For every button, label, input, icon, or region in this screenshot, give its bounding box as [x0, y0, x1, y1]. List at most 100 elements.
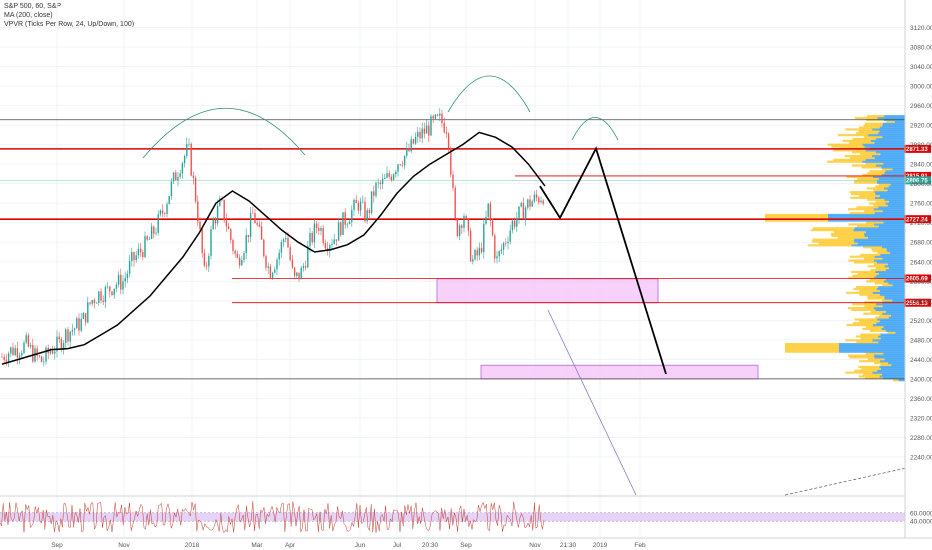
- candle-body: [274, 269, 276, 273]
- candle-body: [351, 210, 353, 222]
- vpvr-bar-down: [863, 373, 882, 376]
- candle-body: [509, 230, 511, 242]
- vpvr-bar-up: [875, 192, 905, 196]
- vpvr-bar-down: [847, 306, 874, 310]
- vpvr-bar-down: [875, 200, 889, 203]
- vpvr-bar-up: [894, 120, 905, 123]
- candle-body: [51, 350, 54, 354]
- dashed-trend-line: [784, 467, 907, 496]
- price-tick-label: 3040.00: [910, 64, 932, 71]
- candle-body: [478, 247, 481, 256]
- vpvr-bar-down: [859, 289, 880, 293]
- vpvr-bar-up: [876, 179, 905, 182]
- vpvr-bar-down: [881, 299, 893, 302]
- candle-body: [428, 125, 430, 136]
- symbol-title[interactable]: S&P 500, 60, S&P: [4, 3, 62, 10]
- vpvr-bar-up: [874, 196, 905, 199]
- time-axis[interactable]: Sep Nov 2018 Mar Apr Jun Jul 20:30 Sep Nov 21:30 20…: [0, 537, 932, 549]
- candle-body: [353, 199, 355, 211]
- vpvr-bar-down: [857, 177, 879, 180]
- time-tick-label: 2019: [593, 542, 608, 549]
- candlesticks: [1, 108, 544, 368]
- vpvr-bar-up: [898, 379, 905, 382]
- candle-body: [278, 252, 280, 260]
- vpvr-bar-down: [854, 181, 878, 184]
- candle-body: [234, 250, 236, 254]
- vpvr-bar-down: [879, 314, 891, 317]
- candle-body: [447, 133, 450, 149]
- vpvr-bar-down: [831, 234, 865, 237]
- vpvr-bar-down: [871, 248, 887, 251]
- candle-body: [10, 347, 12, 354]
- candle-body: [43, 361, 45, 363]
- rsi-level-label: 40.0000: [910, 519, 932, 526]
- candle-body: [377, 182, 379, 184]
- vpvr-bar-up: [878, 206, 905, 209]
- vpvr-bar-up: [853, 240, 905, 243]
- price-tick-label: 2920.00: [910, 123, 932, 130]
- candle-body: [135, 255, 137, 261]
- vpvr-indicator-label[interactable]: VPVR (Ticks Per Row, 24, Up/Down, 100): [4, 21, 135, 28]
- vpvr-bar-down: [851, 308, 876, 312]
- candle-body: [300, 267, 302, 280]
- vpvr-bar-down: [867, 172, 885, 175]
- price-tick-label: 2240.00: [910, 454, 932, 461]
- candle-body: [399, 164, 401, 166]
- vpvr-bar-up: [876, 322, 905, 325]
- vpvr-bar-up: [873, 354, 905, 357]
- candle-body: [128, 261, 131, 274]
- candle-body: [335, 239, 338, 241]
- candle-body: [54, 351, 56, 354]
- vpvr-bar-down: [864, 377, 883, 380]
- candle-body: [483, 223, 485, 253]
- candle-body: [168, 196, 170, 205]
- candle-body: [454, 187, 456, 219]
- vpvr-bar-up: [884, 172, 905, 175]
- vpvr-bar-down: [854, 261, 877, 264]
- vpvr-bar-up: [878, 286, 905, 289]
- candle-body: [115, 284, 118, 289]
- candle-body: [58, 336, 60, 340]
- vpvr-bar-down: [831, 145, 865, 148]
- vpvr-bar-down: [811, 240, 854, 243]
- vpvr-bar-down: [848, 259, 874, 262]
- candle-body: [29, 345, 32, 347]
- candle-body: [434, 114, 437, 119]
- candle-body: [120, 274, 122, 290]
- vpvr-bar-up: [888, 185, 905, 188]
- price-tick-label: 2960.00: [910, 103, 932, 110]
- candle-body: [315, 223, 318, 228]
- price-tick-label: 3120.00: [910, 25, 932, 32]
- candle-body: [496, 256, 498, 259]
- vpvr-bar-down: [874, 282, 889, 285]
- vpvr-bar-down: [838, 134, 869, 137]
- ma-indicator-label[interactable]: MA (200, close): [4, 12, 53, 19]
- vpvr-bar-down: [869, 278, 886, 281]
- price-axis[interactable]: 2240.00 2280.00 2320.00 2360.00 2400.00 2440.…: [904, 0, 932, 538]
- vpvr-bar-up: [882, 257, 905, 260]
- candle-body: [199, 221, 201, 230]
- vpvr-bar-up: [884, 265, 905, 268]
- price-tick-label: 2840.00: [910, 162, 932, 169]
- vpvr-bar-down: [849, 141, 875, 144]
- candle-body: [232, 239, 234, 251]
- vpvr-bar-down: [861, 166, 882, 169]
- candle-body: [38, 355, 41, 357]
- candle-body: [307, 246, 309, 268]
- candle-body: [212, 219, 214, 230]
- candle-body: [197, 201, 199, 222]
- candle-body: [100, 291, 102, 301]
- vpvr-bar-up: [879, 360, 905, 363]
- vpvr-bar-up: [867, 236, 905, 239]
- candle-body: [106, 286, 109, 288]
- candle-body: [469, 230, 472, 262]
- vpvr-bar-up: [873, 306, 905, 310]
- candle-body: [340, 222, 342, 235]
- vpvr-bar-down: [865, 352, 884, 355]
- vpvr-bar-up: [884, 297, 905, 300]
- candle-body: [421, 128, 423, 139]
- ma-200-line: [1, 131, 546, 365]
- candle-body: [494, 235, 496, 259]
- candle-body: [456, 218, 459, 237]
